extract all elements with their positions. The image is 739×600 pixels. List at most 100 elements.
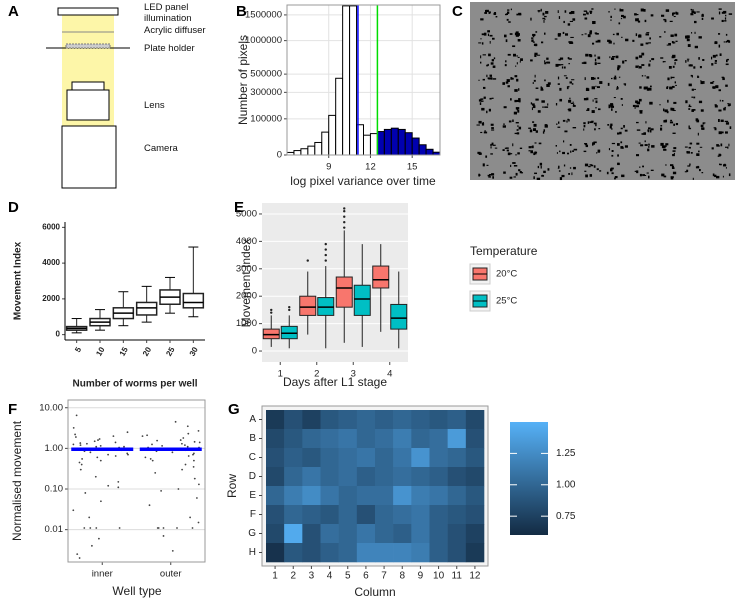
cell (411, 543, 430, 563)
y-tick-label: 0 (277, 150, 282, 161)
worm-speck (538, 10, 540, 13)
worm-speck (714, 62, 717, 64)
cell (356, 486, 376, 506)
worm-speck (675, 40, 678, 42)
cell (266, 543, 285, 563)
worm-speck (520, 58, 523, 61)
worm-speck (520, 172, 524, 174)
worm-speck (686, 38, 690, 42)
worm-speck (617, 132, 620, 135)
cell (302, 410, 321, 430)
worm-speck (645, 33, 649, 36)
worm-speck (555, 145, 557, 147)
point (80, 463, 83, 466)
worm-speck (533, 43, 538, 46)
bar (293, 150, 302, 156)
bar (349, 5, 358, 156)
worm-speck (506, 18, 509, 21)
worm-speck (698, 57, 700, 60)
worm-speck (644, 75, 646, 77)
x-tick-label: 12 (365, 162, 376, 173)
worm-speck (486, 164, 489, 166)
worm-speck (612, 33, 615, 36)
worm-speck (634, 106, 636, 109)
worm-speck (607, 39, 611, 42)
worm-speck (615, 55, 619, 59)
worm-speck (517, 39, 520, 41)
worm-speck (718, 89, 721, 92)
worm-speck (673, 152, 676, 154)
worm-speck (643, 132, 647, 135)
box (353, 284, 371, 316)
worm-speck (568, 99, 572, 103)
worm-speck (492, 173, 494, 176)
worm-speck (616, 88, 618, 90)
worm-speck (509, 153, 513, 155)
worm-speck (690, 74, 693, 77)
worm-speck (649, 37, 651, 40)
cell (375, 543, 394, 563)
worm-speck (484, 12, 488, 14)
worm-speck (636, 154, 640, 157)
worm-speck (698, 150, 700, 153)
x-tick-label: 20 (141, 345, 154, 358)
cell (266, 486, 285, 506)
worm-speck (725, 167, 727, 169)
point (84, 492, 87, 494)
worm-speck (495, 16, 498, 18)
worm-speck (486, 9, 489, 13)
worm-speck (610, 168, 613, 172)
worm-speck (519, 60, 521, 63)
worm-speck (691, 88, 694, 91)
worm-speck (691, 32, 693, 34)
worm-speck (641, 75, 644, 77)
panel-label: F (8, 401, 17, 418)
worm-speck (726, 39, 730, 43)
worm-speck (695, 118, 699, 122)
cell (429, 410, 448, 430)
cell (338, 448, 358, 468)
y-tick-label: H (249, 547, 256, 558)
worm-speck (489, 174, 493, 176)
worm-speck (507, 85, 510, 88)
worm-speck (613, 77, 617, 80)
worm-speck (542, 131, 545, 134)
x-axis-title: Number of worms per well (72, 379, 197, 390)
worm-speck (584, 170, 587, 172)
worm-speck (726, 59, 728, 63)
worm-speck (594, 128, 596, 131)
worm-speck (480, 55, 482, 59)
worm-speck (559, 177, 563, 181)
worm-speck (572, 101, 574, 103)
worm-speck (557, 64, 561, 66)
cell (447, 543, 467, 563)
worm-speck (723, 41, 726, 43)
worm-speck (483, 131, 488, 134)
worm-speck (571, 172, 573, 176)
worm-speck (568, 85, 570, 88)
worm-speck (546, 61, 551, 64)
point (114, 441, 117, 444)
worm-speck (663, 175, 667, 178)
cell (356, 505, 376, 525)
point (107, 453, 109, 456)
worm-speck (598, 128, 601, 130)
worm-speck (669, 86, 672, 89)
worm-speck (487, 174, 491, 177)
point (96, 456, 99, 459)
worm-speck (687, 44, 691, 47)
worm-speck (537, 165, 540, 169)
worm-speck (703, 81, 705, 84)
worm-speck (725, 122, 730, 125)
worm-speck (606, 171, 609, 175)
worm-speck (662, 146, 666, 149)
point (127, 453, 129, 456)
worm-speck (613, 97, 616, 99)
worm-speck (711, 17, 714, 20)
panel-label: G (228, 401, 240, 418)
worm-speck (514, 75, 518, 78)
worm-speck (535, 98, 539, 101)
worm-speck (663, 18, 666, 21)
y-axis-title: Number of pixels (236, 35, 250, 125)
x-tick-label: 1 (278, 369, 283, 380)
